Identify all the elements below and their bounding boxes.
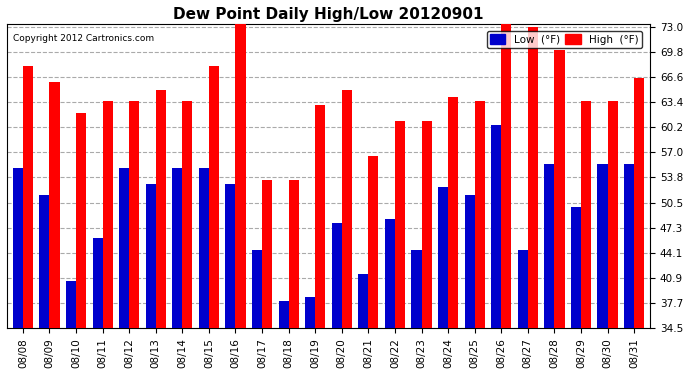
Bar	[385, 219, 395, 328]
Bar	[288, 180, 299, 328]
Bar	[598, 164, 608, 328]
Bar	[262, 180, 272, 328]
Bar	[76, 113, 86, 328]
Bar	[119, 168, 129, 328]
Bar	[279, 301, 288, 328]
Bar	[315, 105, 325, 328]
Bar	[395, 121, 405, 328]
Bar	[571, 207, 581, 328]
Bar	[156, 90, 166, 328]
Bar	[624, 164, 634, 328]
Bar	[581, 101, 591, 328]
Bar	[252, 250, 262, 328]
Bar	[464, 195, 475, 328]
Bar	[544, 164, 554, 328]
Bar	[23, 66, 33, 328]
Bar	[422, 121, 432, 328]
Bar	[448, 98, 458, 328]
Bar	[608, 101, 618, 328]
Bar	[182, 101, 193, 328]
Legend: Low  (°F), High  (°F): Low (°F), High (°F)	[486, 31, 642, 48]
Bar	[129, 101, 139, 328]
Bar	[554, 50, 564, 328]
Bar	[13, 168, 23, 328]
Bar	[226, 183, 235, 328]
Bar	[305, 297, 315, 328]
Bar	[528, 27, 538, 328]
Bar	[634, 78, 644, 328]
Bar	[39, 195, 50, 328]
Bar	[518, 250, 528, 328]
Bar	[209, 66, 219, 328]
Bar	[368, 156, 379, 328]
Bar	[235, 23, 246, 328]
Bar	[172, 168, 182, 328]
Title: Dew Point Daily High/Low 20120901: Dew Point Daily High/Low 20120901	[173, 7, 484, 22]
Bar	[103, 101, 112, 328]
Bar	[50, 82, 59, 328]
Bar	[501, 23, 511, 328]
Bar	[146, 183, 156, 328]
Bar	[342, 90, 352, 328]
Bar	[411, 250, 422, 328]
Bar	[358, 274, 368, 328]
Text: Copyright 2012 Cartronics.com: Copyright 2012 Cartronics.com	[13, 34, 155, 43]
Bar	[438, 188, 448, 328]
Bar	[66, 282, 76, 328]
Bar	[92, 238, 103, 328]
Bar	[332, 223, 342, 328]
Bar	[475, 101, 485, 328]
Bar	[491, 125, 501, 328]
Bar	[199, 168, 209, 328]
